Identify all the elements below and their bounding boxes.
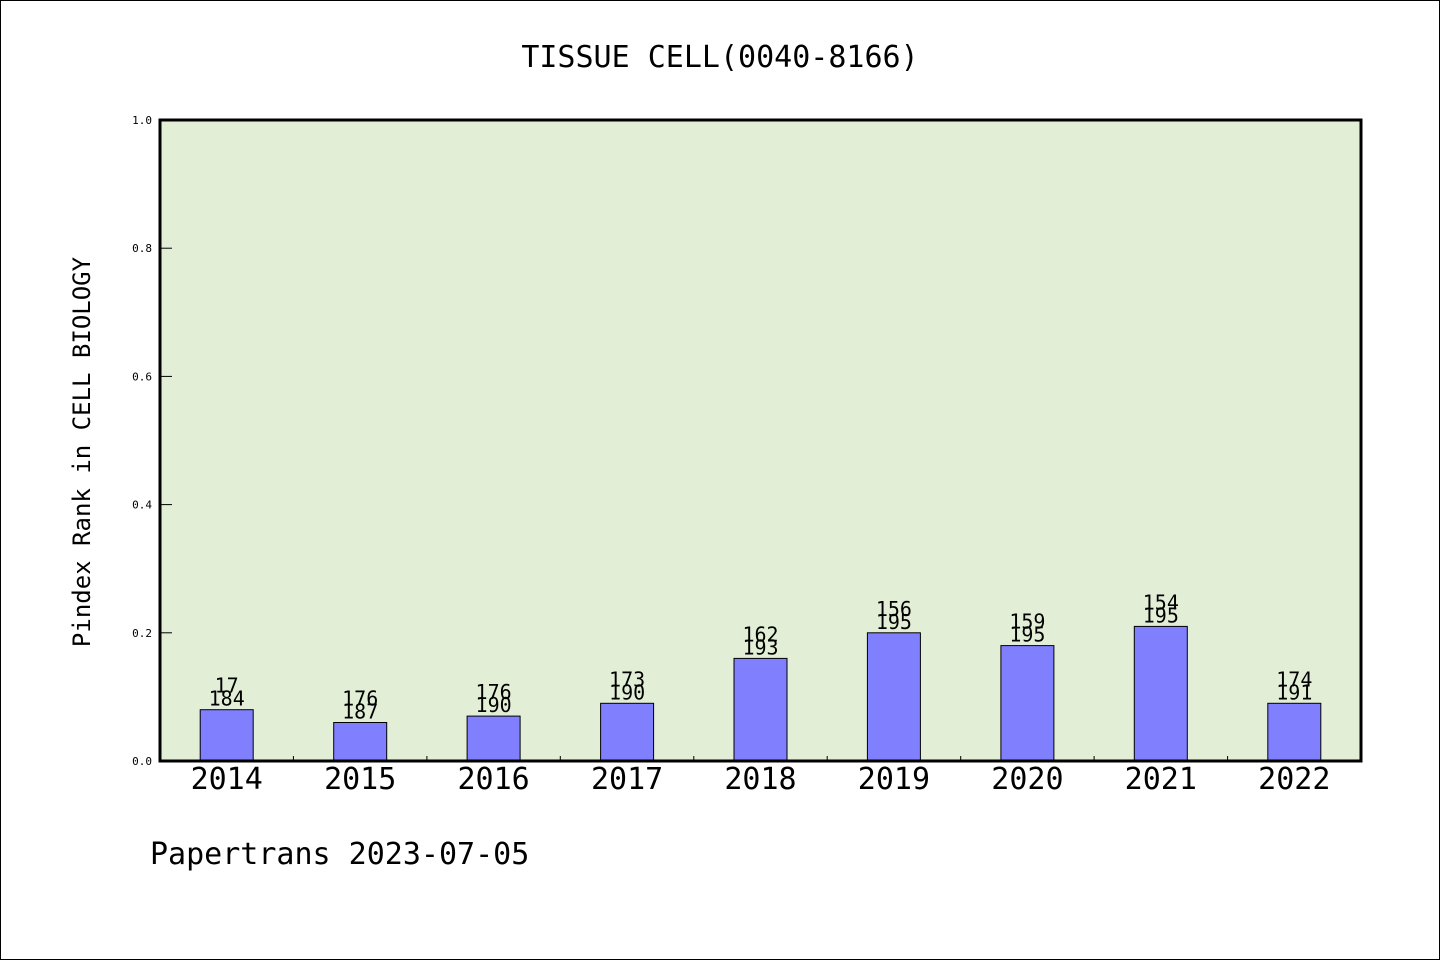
chart-title: TISSUE CELL(0040-8166) — [521, 40, 918, 75]
total-label-2018: 193 — [742, 635, 778, 659]
plot-border — [158, 118, 1363, 763]
y-tick-label: 0.8 — [132, 242, 152, 255]
total-label-2021: 195 — [1143, 603, 1179, 627]
rank-label-2017: 173 — [609, 667, 645, 691]
x-tick-label-2016: 2016 — [457, 762, 529, 797]
total-label-2019: 195 — [876, 610, 912, 634]
bar-2018 — [733, 657, 788, 762]
y-tick-label: 0.6 — [132, 370, 152, 383]
total-label-2014: 184 — [209, 687, 245, 711]
x-tick-label-2022: 2022 — [1258, 762, 1330, 797]
x-tick-label-2014: 2014 — [191, 762, 263, 797]
rank-label-2018: 162 — [742, 622, 778, 646]
bar-2022 — [1267, 702, 1322, 762]
rank-label-2015: 176 — [342, 687, 378, 711]
bar-2017 — [600, 702, 655, 762]
x-tick-label-2021: 2021 — [1125, 762, 1197, 797]
bar-2021 — [1133, 625, 1188, 762]
y-tick-label: 0.0 — [132, 755, 152, 768]
x-tick-label-2018: 2018 — [724, 762, 796, 797]
x-tick-label-2019: 2019 — [858, 762, 930, 797]
rank-label-2021: 154 — [1143, 590, 1179, 614]
bar-2016 — [466, 715, 521, 762]
bar-2015 — [333, 722, 388, 762]
rank-label-2014: 17 — [215, 674, 239, 698]
bars-group — [199, 625, 1322, 762]
x-ticks-group: 2014 2015 2016 2017 2018 2019 2020 2021 2022 — [191, 756, 1330, 797]
x-tick-label-2015: 2015 — [324, 762, 396, 797]
y-tick-label: 1.0 — [132, 114, 152, 127]
rank-label-2019: 156 — [876, 597, 912, 621]
total-label-2016: 190 — [476, 693, 512, 717]
bar-2019 — [866, 632, 921, 762]
bar-2020 — [1000, 645, 1055, 762]
total-label-2020: 195 — [1009, 623, 1045, 647]
bar-2014 — [199, 709, 254, 762]
total-label-2015: 187 — [342, 700, 378, 724]
footer-credit: Papertrans 2023-07-05 — [150, 837, 529, 872]
rank-label-2022: 174 — [1276, 667, 1312, 691]
y-ticks-group: 0.0 0.2 0.4 0.6 0.8 1.0 — [132, 114, 172, 768]
y-tick-label: 0.4 — [132, 499, 152, 512]
total-label-2017: 190 — [609, 680, 645, 704]
rank-label-2016: 176 — [476, 680, 512, 704]
x-tick-label-2020: 2020 — [991, 762, 1063, 797]
y-tick-label: 0.2 — [132, 627, 152, 640]
y-axis-label: Pindex Rank in CELL BIOLOGY — [68, 256, 96, 647]
x-tick-label-2017: 2017 — [591, 762, 663, 797]
total-label-2022: 191 — [1276, 680, 1312, 704]
rank-label-2020: 159 — [1009, 610, 1045, 634]
